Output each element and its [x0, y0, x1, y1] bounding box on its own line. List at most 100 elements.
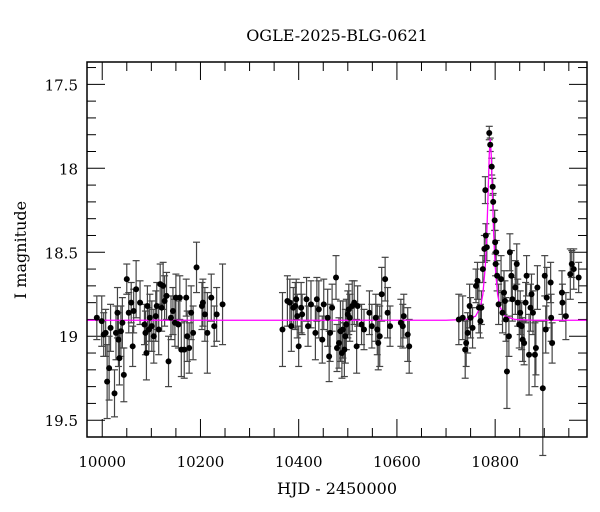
- data-point: [541, 272, 548, 279]
- plot-frame: [86, 61, 588, 438]
- data-point: [375, 339, 382, 346]
- data-point: [279, 326, 286, 333]
- data-point: [295, 343, 302, 350]
- data-point: [539, 385, 546, 392]
- data-point: [361, 326, 368, 333]
- error-bars: [93, 125, 583, 457]
- data-point: [315, 306, 322, 313]
- data-point: [492, 239, 499, 246]
- data-point: [526, 351, 533, 358]
- data-point: [490, 198, 497, 205]
- data-point: [117, 328, 124, 335]
- data-point: [518, 323, 525, 330]
- data-point: [324, 314, 331, 321]
- data-point: [190, 329, 197, 336]
- data-point: [143, 350, 150, 357]
- data-point: [165, 358, 172, 365]
- data-point: [509, 296, 516, 303]
- data-point: [483, 244, 490, 251]
- data-point: [548, 314, 555, 321]
- data-point: [406, 343, 413, 350]
- data-point: [404, 331, 411, 338]
- data-point: [160, 282, 167, 289]
- data-point: [469, 324, 476, 331]
- data-point: [107, 324, 114, 331]
- data-point: [213, 311, 220, 318]
- data-point: [137, 299, 144, 306]
- chart-title: OGLE-2025-BLG-0621: [246, 26, 428, 45]
- data-point: [123, 276, 130, 283]
- data-point: [384, 309, 391, 316]
- data-point: [133, 286, 140, 293]
- data-point: [161, 297, 168, 304]
- data-point: [346, 314, 353, 321]
- data-point: [116, 355, 123, 362]
- data-point: [508, 272, 515, 279]
- data-point: [169, 308, 176, 315]
- data-point: [400, 313, 407, 320]
- data-point: [382, 276, 389, 283]
- data-point: [292, 303, 299, 310]
- data-point: [547, 279, 554, 286]
- data-point: [115, 336, 122, 343]
- data-point: [559, 299, 566, 306]
- data-point: [467, 314, 474, 321]
- data-point: [568, 261, 575, 268]
- data-point: [570, 266, 577, 273]
- data-point: [531, 351, 538, 358]
- data-point: [319, 336, 326, 343]
- data-point: [333, 274, 340, 281]
- data-point: [163, 292, 170, 299]
- data-point: [312, 329, 319, 336]
- y-tick-label: 19.5: [45, 412, 78, 430]
- data-point: [505, 333, 512, 340]
- data-point: [487, 141, 494, 148]
- data-point: [341, 346, 348, 353]
- data-point: [204, 329, 211, 336]
- data-point: [567, 271, 574, 278]
- data-point: [339, 326, 346, 333]
- data-point: [399, 323, 406, 330]
- data-point: [188, 309, 195, 316]
- data-point: [527, 304, 534, 311]
- data-point: [501, 297, 508, 304]
- data-point: [514, 299, 521, 306]
- data-point: [329, 304, 336, 311]
- data-point: [376, 333, 383, 340]
- data-point: [492, 261, 499, 268]
- data-point: [208, 294, 215, 301]
- data-point: [141, 321, 148, 328]
- data-point: [358, 321, 365, 328]
- data-point: [144, 303, 151, 310]
- data-point: [193, 264, 200, 271]
- data-point: [503, 368, 510, 375]
- x-tick-label: 10200: [177, 453, 225, 471]
- data-point: [474, 277, 481, 284]
- data-point: [532, 344, 539, 351]
- x-tick-label: 10800: [471, 453, 519, 471]
- data-point: [150, 333, 157, 340]
- data-points: [93, 130, 582, 397]
- data-point: [378, 291, 385, 298]
- data-point: [494, 272, 501, 279]
- data-point: [482, 232, 489, 239]
- data-point: [463, 339, 470, 346]
- y-tick-labels: 17.5 18 18.5 19 19.5: [45, 76, 78, 430]
- data-point: [521, 339, 528, 346]
- data-point: [298, 304, 305, 311]
- data-point: [498, 276, 505, 283]
- data-point: [219, 301, 226, 308]
- data-point: [502, 316, 509, 323]
- data-point: [148, 323, 155, 330]
- y-tick-label: 17.5: [45, 76, 78, 94]
- data-point: [167, 314, 174, 321]
- data-point: [482, 187, 489, 194]
- data-point: [129, 343, 136, 350]
- data-point: [98, 318, 105, 325]
- data-point: [106, 365, 113, 372]
- data-point: [335, 339, 342, 346]
- data-point: [493, 249, 500, 256]
- data-point: [199, 299, 206, 306]
- data-point: [466, 303, 473, 310]
- data-point: [489, 183, 496, 190]
